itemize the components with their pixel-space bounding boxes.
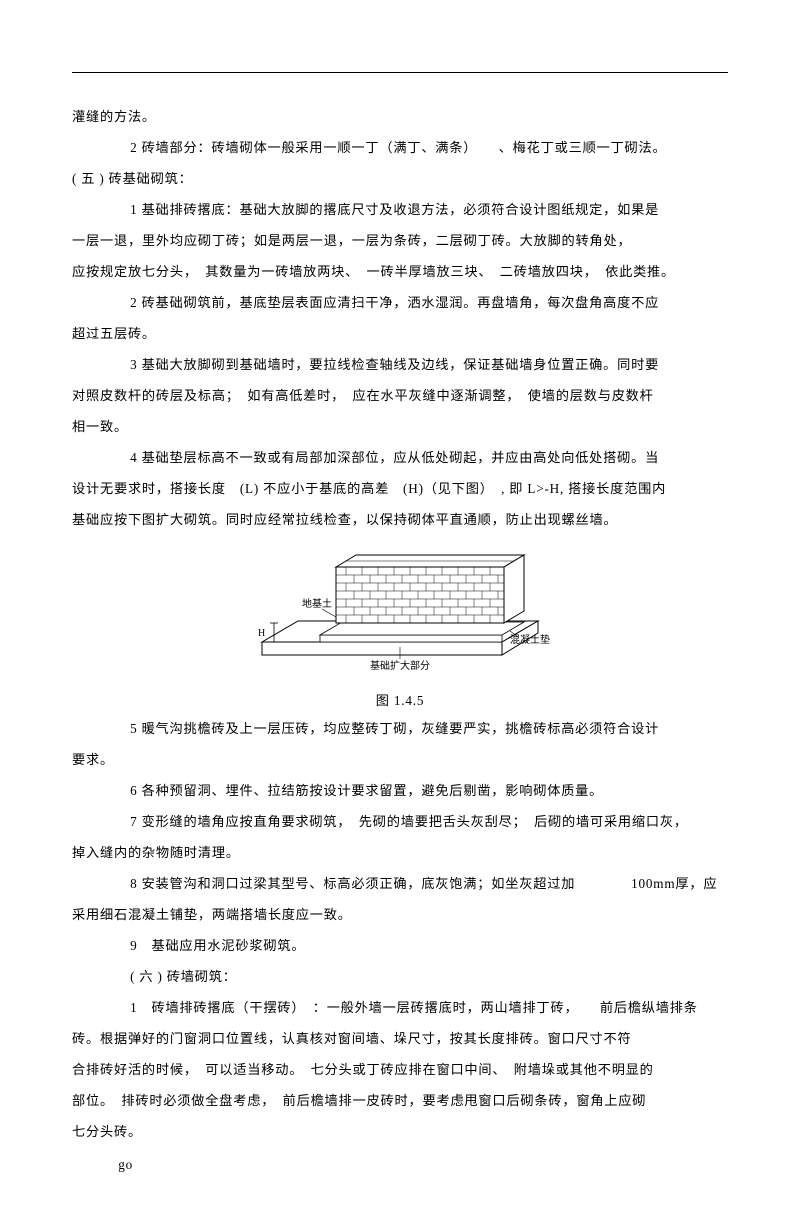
figure-foundation-diagram: H 地基土 混凝土垫层 基础扩大部分 xyxy=(72,547,728,682)
paragraph: 七分头砖。 xyxy=(72,1116,728,1147)
enlarged-label: 基础扩大部分 xyxy=(370,659,430,672)
paragraph: 灌缝的方法。 xyxy=(72,101,728,132)
paragraph: 设计无要求时，搭接长度 (L) 不应小于基底的高差 (H)（见下图） , 即 L… xyxy=(72,473,728,504)
paragraph: 3 基础大放脚砌到基础墙时，要拉线检查轴线及边线，保证基础墙身位置正确。同时要 xyxy=(72,349,728,380)
paragraph: 7 变形缝的墙角应按直角要求砌筑， 先砌的墙要把舌头灰刮尽； 后砌的墙可采用缩口… xyxy=(72,806,728,837)
paragraph: 一层一退，里外均应砌丁砖；如是两层一退，一层为条砖，二层砌丁砖。大放脚的转角处， xyxy=(72,225,728,256)
paragraph: 相一致。 xyxy=(72,411,728,442)
figure-caption: 图 1.4.5 xyxy=(72,690,728,709)
paragraph: 9 基础应用水泥砂浆砌筑。 xyxy=(72,930,728,961)
paragraph: 部位。 排砖时必须做全盘考虑， 前后檐墙排一皮砖时，要考虑甩窗口后砌条砖，窗角上… xyxy=(72,1085,728,1116)
paragraph: 2 砖墙部分：砖墙砌体一般采用一顺一丁（满丁、满条） 、梅花丁或三顺一丁砌法。 xyxy=(72,132,728,163)
paragraph: 应按规定放七分头， 其数量为一砖墙放两块、 一砖半厚墙放三块、 二砖墙放四块， … xyxy=(72,256,728,287)
paragraph: 1 基础排砖撂底：基础大放脚的撂底尺寸及收退方法，必须符合设计图纸规定，如果是 xyxy=(72,194,728,225)
footer-text: go xyxy=(118,1157,728,1173)
document-page: 灌缝的方法。 2 砖墙部分：砖墙砌体一般采用一顺一丁（满丁、满条） 、梅花丁或三… xyxy=(0,0,800,1213)
paragraph: 基础应按下图扩大砌筑。同时应经常拉线检查，以保持砌体平直通顺，防止出现螺丝墙。 xyxy=(72,504,728,535)
paragraph: 采用细石混凝土铺垫，两端搭墙长度应一致。 xyxy=(72,899,728,930)
paragraph: 合排砖好活的时候， 可以适当移动。 七分头或丁砖应排在窗口中间、 附墙垛或其他不… xyxy=(72,1054,728,1085)
section-heading: ( 五 ) 砖基础砌筑： xyxy=(72,163,728,194)
header-rule xyxy=(72,72,728,73)
paragraph: 2 砖基础砌筑前，基底垫层表面应清扫干净，洒水湿润。再盘墙角，每次盘角高度不应 xyxy=(72,287,728,318)
paragraph: 掉入缝内的杂物随时清理。 xyxy=(72,837,728,868)
paragraph: 8 安装管沟和洞口过梁其型号、标高必须正确，底灰饱满；如坐灰超过加 100mm厚… xyxy=(72,868,728,899)
paragraph: 超过五层砖。 xyxy=(72,318,728,349)
paragraph: 6 各种预留洞、埋件、拉结筋按设计要求留置，避免后剔凿，影响砌体质量。 xyxy=(72,775,728,806)
foundation-svg: H 地基土 混凝土垫层 基础扩大部分 xyxy=(250,547,550,677)
paragraph: 要求。 xyxy=(72,744,728,775)
paragraph: 1 砖墙排砖撂底（干摆砖） ：一般外墙一层砖撂底时，两山墙排丁砖， 前后檐纵墙排… xyxy=(72,992,728,1023)
paragraph: 砖。根据弹好的门窗洞口位置线，认真核对窗间墙、垛尺寸，按其长度排砖。窗口尺寸不符 xyxy=(72,1023,728,1054)
concrete-label: 混凝土垫层 xyxy=(510,633,550,646)
ground-label: 地基土 xyxy=(302,597,332,610)
paragraph: 4 基础垫层标高不一致或有局部加深部位，应从低处砌起，并应由高处向低处搭砌。当 xyxy=(72,442,728,473)
paragraph: 对照皮数杆的砖层及标高； 如有高低差时， 应在水平灰缝中逐渐调整， 使墙的层数与… xyxy=(72,380,728,411)
section-heading: ( 六 ) 砖墙砌筑： xyxy=(72,961,728,992)
h-label: H xyxy=(258,628,265,639)
paragraph: 5 暖气沟挑檐砖及上一层压砖，均应整砖丁砌，灰缝要严实，挑檐砖标高必须符合设计 xyxy=(72,713,728,744)
